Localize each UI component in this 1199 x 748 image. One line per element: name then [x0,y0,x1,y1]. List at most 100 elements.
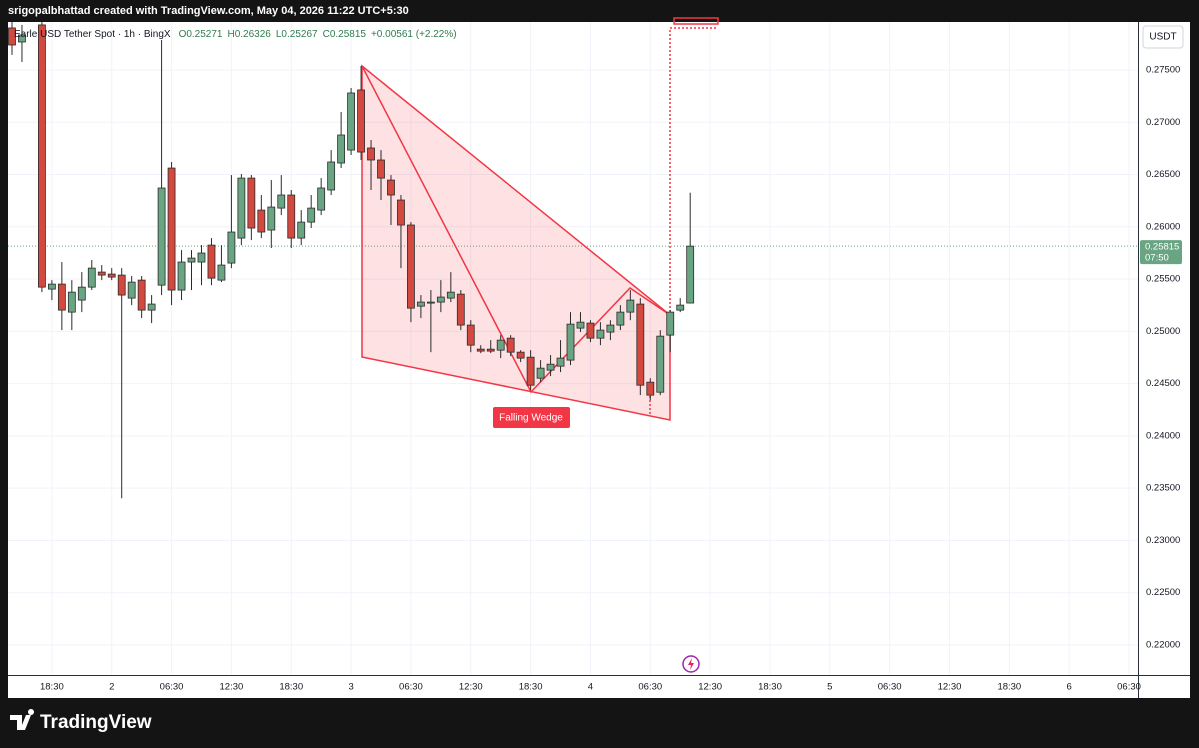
event-icon[interactable] [682,655,700,673]
last-price-box [1140,240,1182,265]
x-tick-label: 4 [588,682,593,693]
annotation-box [493,407,570,428]
currency-button-label[interactable]: USDT [1149,32,1176,43]
candle-body [8,27,16,46]
candle-body [327,161,336,191]
candle-body [207,244,216,279]
candle-body [267,206,276,231]
candle-body [217,264,226,281]
target-line [669,27,718,312]
candle-body [67,291,76,313]
logo-mark [10,709,35,730]
x-tick-label: 06:30 [638,682,662,693]
y-tick-label: 0.22000 [1146,640,1180,651]
candle-body [417,301,425,307]
y-tick-label: 0.27500 [1146,65,1180,76]
candle-body [596,329,605,339]
y-tick-label: 0.22500 [1146,587,1180,598]
symbol: Earle USD Tether Spot · 1h · BingX [14,29,171,40]
event-icon-bolt [688,658,694,670]
candle-body [407,224,415,309]
candle-body [18,34,26,43]
x-tick-label: 18:30 [279,682,303,693]
x-tick-label: 6 [1067,682,1072,693]
x-tick-label: 06:30 [1117,682,1141,693]
candle-body [117,274,126,296]
candle-body [397,199,405,226]
candle-body [187,257,196,263]
candle-body [38,24,46,288]
y-tick-label: 0.26000 [1146,221,1180,232]
candle-body [107,273,116,278]
x-tick-label: 5 [827,682,832,693]
y-tick-label: 0.23500 [1146,483,1180,494]
x-tick-label: 18:30 [519,682,543,693]
x-tick-label: 12:30 [220,682,244,693]
x-tick-label: 18:30 [40,682,64,693]
candle-body [137,279,146,311]
candle-body [576,321,585,329]
x-tick-label: 06:30 [399,682,423,693]
candle-body [237,177,246,239]
candle-body [516,351,525,359]
x-tick-label: 06:30 [160,682,184,693]
candle-body [676,304,685,311]
candle-body [147,303,156,311]
credit-text: srigopalbhattad created with TradingView… [8,5,409,17]
candle-body [157,187,166,286]
candle-body [167,167,176,291]
y-tick-label: 0.27000 [1146,117,1180,128]
candle-body [556,357,565,367]
candle-body [257,209,266,233]
x-tick-label: 18:30 [758,682,782,693]
candle-body [307,207,316,223]
candle-body [387,179,395,196]
candle-body [247,177,256,229]
currency-button[interactable] [1142,25,1184,49]
legend: Earle USD Tether Spot · 1h · BingX O0.252… [14,29,457,40]
candle-body [456,293,465,326]
candle-body [57,283,66,311]
y-tick-label: 0.23000 [1146,535,1180,546]
x-tick-label: 3 [348,682,353,693]
annotation-label: Falling Wedge [499,413,563,424]
candle-body [347,92,355,151]
candle-body [636,303,645,386]
candle-body [606,324,615,333]
candle-body [367,147,375,161]
candle-body [277,194,286,209]
candle-body [77,286,86,301]
candle-body [506,337,515,353]
candle-body [377,159,385,179]
candles [8,22,695,499]
x-tick-label: 12:30 [698,682,722,693]
target-box [673,17,719,25]
y-tick-label: 0.25500 [1146,274,1180,285]
y-tick-label: 0.24500 [1146,378,1180,389]
legend-value: +0.00561 (+2.22%) [371,29,457,40]
legend-value: O0.25271 [179,29,223,40]
chart-panel [8,22,1190,698]
x-tick-label: 06:30 [878,682,902,693]
x-tick-label: 2 [109,682,114,693]
y-tick-label: 0.24000 [1146,430,1180,441]
legend-value: H0.26326 [228,29,272,40]
candle-body [87,267,96,288]
legend-value: C0.25815 [323,29,367,40]
candle-body [626,299,635,313]
candle-body [357,89,365,153]
candle-body [666,311,675,336]
x-tick-label: 12:30 [459,682,483,693]
candle-body [546,363,555,371]
candle-body [526,356,535,386]
candle-body [97,271,106,276]
last-price-label: 0.25815 [1145,242,1179,253]
legend-value: L0.25267 [276,29,318,40]
candle-body [476,348,485,352]
candle-body [496,339,505,351]
x-tick-label: 12:30 [938,682,962,693]
candle-body [566,323,575,361]
candle-body [436,296,445,303]
candle-body [337,134,346,164]
